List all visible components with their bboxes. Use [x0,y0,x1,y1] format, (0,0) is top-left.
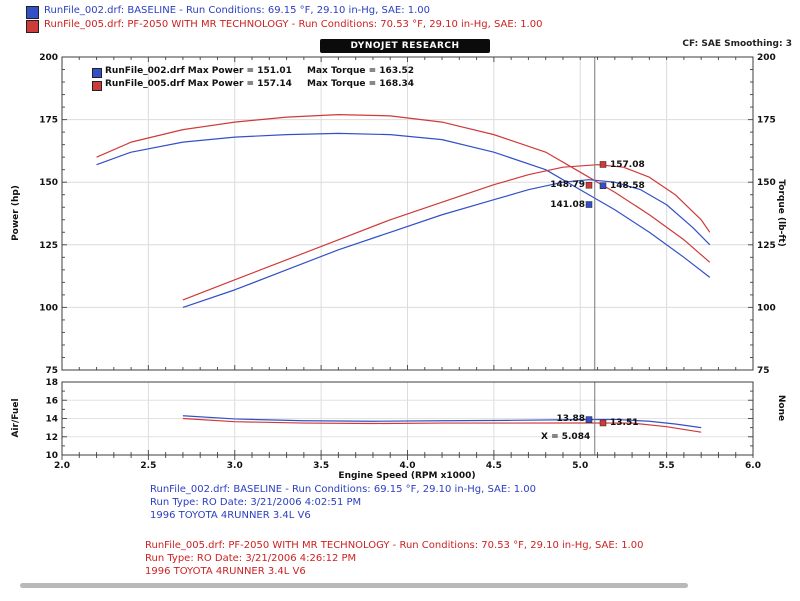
cursor-x-label: X = 5.084 [541,432,591,442]
run1-conditions-text: RunFile_002.drf: BASELINE - Run Conditio… [44,5,431,16]
dynojet-brand-banner: DYNOJET RESEARCH [320,39,490,53]
run2-color-swatch [26,20,39,33]
callout-airfuel-intake: 13.51 [610,418,639,428]
bottom-divider-bar [20,583,688,588]
footer-baseline-conditions: RunFile_002.drf: BASELINE - Run Conditio… [150,484,537,495]
svg-text:2.0: 2.0 [54,461,70,471]
run2-conditions-text: RunFile_005.drf: PF-2050 WITH MR TECHNOL… [44,19,543,30]
svg-text:125: 125 [757,241,776,251]
svg-text:175: 175 [757,116,776,126]
callout-power-baseline: 148.58 [610,181,645,191]
svg-text:4.0: 4.0 [400,461,416,471]
legend-swatch-baseline [92,68,102,78]
svg-text:125: 125 [39,241,58,251]
svg-text:18: 18 [45,378,58,388]
svg-text:4.5: 4.5 [486,461,502,471]
cf-smoothing-label: CF: SAE Smoothing: 3 [682,39,792,49]
svg-text:12: 12 [45,433,58,443]
run1-color-swatch [26,6,39,19]
svg-text:6.0: 6.0 [745,461,761,471]
footer-intake-conditions: RunFile_005.drf: PF-2050 WITH MR TECHNOL… [145,540,644,551]
callout-torque-baseline: 141.08 [550,200,585,210]
callout-torque-intake: 148.79 [550,180,585,190]
legend-max-power-baseline: RunFile_002.drf Max Power = 151.01 [105,66,292,76]
svg-text:5.5: 5.5 [659,461,675,471]
legend-max-power-intake: RunFile_005.drf Max Power = 157.14 [105,79,292,89]
callout-power-intake: 157.08 [610,160,645,170]
x-axis-label: Engine Speed (RPM x1000) [338,471,476,481]
footer-block-intake: RunFile_005.drf: PF-2050 WITH MR TECHNOL… [145,539,643,578]
legend-max-torque-intake: Max Torque = 168.34 [307,79,415,89]
svg-text:150: 150 [757,178,776,188]
callout-airfuel-baseline: 13.88 [556,414,585,424]
footer-baseline-vehicle: 1996 TOYOTA 4RUNNER 3.4L V6 [150,510,311,521]
svg-text:2.5: 2.5 [140,461,156,471]
footer-baseline-runtype-date: Run Type: RO Date: 3/21/2006 4:02:51 PM [150,497,362,508]
footer-intake-runtype-date: Run Type: RO Date: 3/21/2006 4:26:12 PM [145,553,357,564]
svg-text:75: 75 [757,366,770,376]
svg-text:100: 100 [757,303,776,313]
power-axis-label: Power (hp) [11,185,21,241]
svg-text:200: 200 [757,53,776,63]
footer-block-baseline: RunFile_002.drf: BASELINE - Run Conditio… [150,483,536,522]
svg-text:100: 100 [39,303,58,313]
legend-swatch-intake [92,81,102,91]
airfuel-axis-label: Air/Fuel [11,398,21,438]
svg-text:16: 16 [45,396,58,406]
svg-text:14: 14 [45,415,58,425]
svg-text:150: 150 [39,178,58,188]
svg-text:5.0: 5.0 [572,461,588,471]
svg-text:200: 200 [39,53,58,63]
svg-text:175: 175 [39,116,58,126]
svg-text:10: 10 [45,451,58,461]
footer-intake-vehicle: 1996 TOYOTA 4RUNNER 3.4L V6 [145,566,306,577]
svg-text:3.5: 3.5 [313,461,329,471]
legend-max-torque-baseline: Max Torque = 163.52 [307,66,415,76]
airfuel-right-axis-label: None [776,394,786,422]
torque-axis-label: Torque (lb-ft) [776,179,786,247]
svg-text:3.0: 3.0 [227,461,243,471]
svg-text:75: 75 [45,366,58,376]
